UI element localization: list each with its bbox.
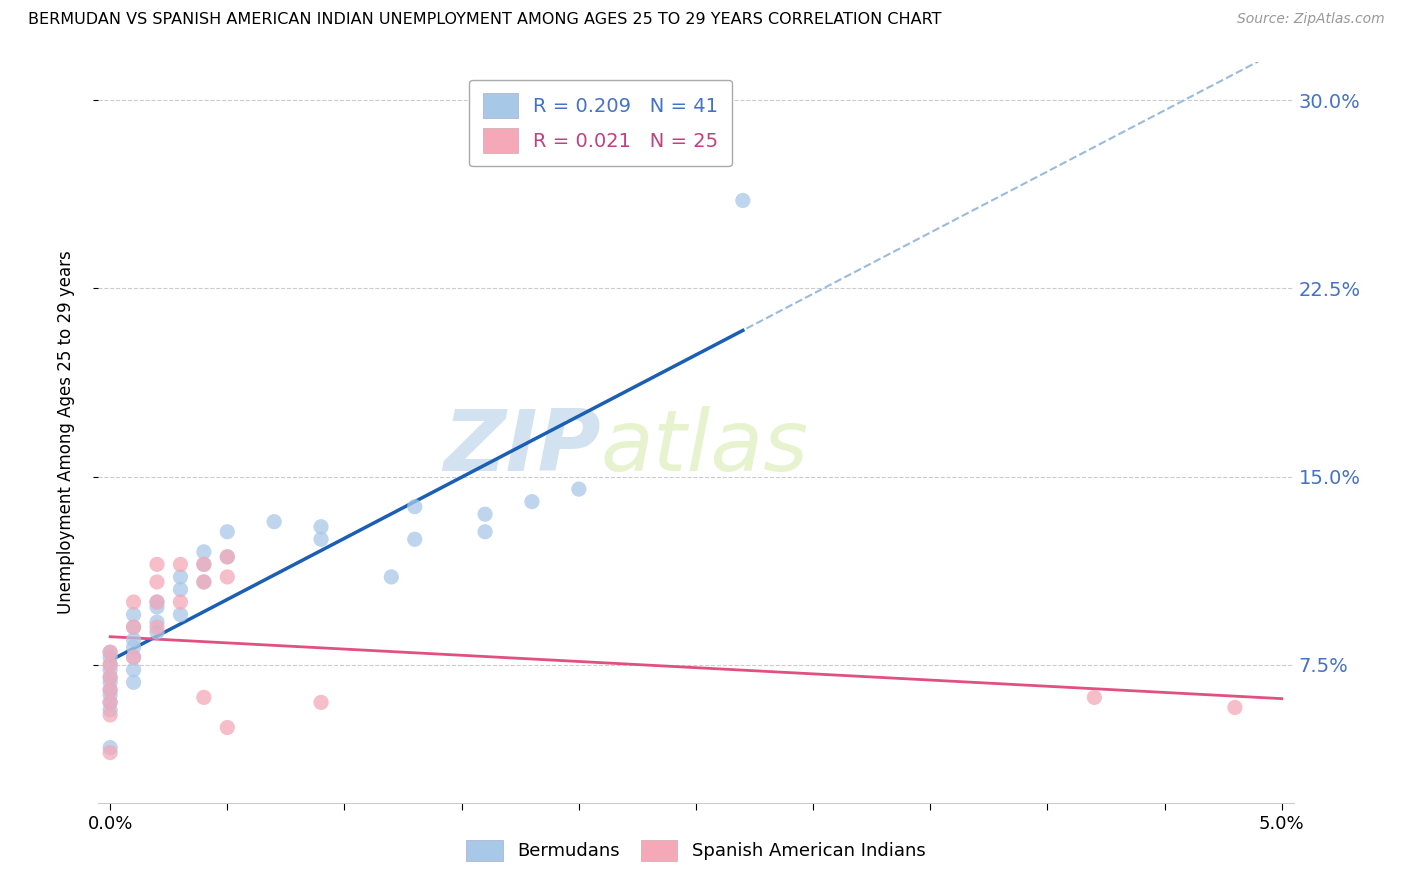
Point: [146, 600, 169, 615]
Point: [474, 507, 496, 521]
Point: [122, 632, 145, 647]
Point: [146, 595, 169, 609]
Text: ZIP: ZIP: [443, 406, 600, 489]
Point: [568, 482, 591, 496]
Point: [122, 595, 145, 609]
Point: [263, 515, 285, 529]
Point: [98, 695, 121, 709]
Point: [122, 640, 145, 655]
Point: [146, 595, 169, 609]
Point: [380, 570, 402, 584]
Point: [98, 740, 121, 755]
Point: [169, 570, 191, 584]
Point: [98, 645, 121, 659]
Point: [98, 682, 121, 697]
Point: [309, 533, 332, 547]
Point: [193, 558, 215, 572]
Point: [122, 663, 145, 677]
Point: [122, 620, 145, 634]
Point: [146, 558, 169, 572]
Text: atlas: atlas: [600, 406, 808, 489]
Point: [122, 607, 145, 622]
Point: [169, 582, 191, 597]
Y-axis label: Unemployment Among Ages 25 to 29 years: Unemployment Among Ages 25 to 29 years: [56, 251, 75, 615]
Point: [98, 703, 121, 717]
Point: [122, 650, 145, 665]
Point: [98, 708, 121, 723]
Point: [146, 620, 169, 634]
Point: [146, 574, 169, 589]
Point: [404, 533, 426, 547]
Point: [98, 657, 121, 672]
Point: [193, 690, 215, 705]
Point: [122, 620, 145, 634]
Point: [98, 657, 121, 672]
Point: [217, 721, 239, 735]
Point: [98, 682, 121, 697]
Point: [146, 615, 169, 629]
Point: [169, 558, 191, 572]
Point: [217, 549, 239, 564]
Point: [1223, 700, 1246, 714]
Point: [474, 524, 496, 539]
Point: [217, 549, 239, 564]
Point: [217, 570, 239, 584]
Point: [193, 558, 215, 572]
Point: [309, 695, 332, 709]
Point: [309, 520, 332, 534]
Point: [98, 645, 121, 659]
Point: [98, 688, 121, 702]
Point: [122, 650, 145, 665]
Point: [404, 500, 426, 514]
Point: [98, 670, 121, 684]
Point: [122, 675, 145, 690]
Point: [731, 194, 754, 208]
Text: BERMUDAN VS SPANISH AMERICAN INDIAN UNEMPLOYMENT AMONG AGES 25 TO 29 YEARS CORRE: BERMUDAN VS SPANISH AMERICAN INDIAN UNEM…: [28, 12, 942, 27]
Text: Source: ZipAtlas.com: Source: ZipAtlas.com: [1237, 12, 1385, 26]
Point: [169, 607, 191, 622]
Point: [1083, 690, 1105, 705]
Point: [193, 545, 215, 559]
Point: [169, 595, 191, 609]
Point: [193, 574, 215, 589]
Point: [217, 524, 239, 539]
Point: [98, 675, 121, 690]
Point: [98, 670, 121, 684]
Point: [98, 663, 121, 677]
Point: [520, 494, 543, 508]
Point: [98, 650, 121, 665]
Point: [146, 625, 169, 640]
Point: [98, 695, 121, 709]
Point: [98, 746, 121, 760]
Legend: Bermudans, Spanish American Indians: Bermudans, Spanish American Indians: [460, 832, 932, 868]
Point: [193, 574, 215, 589]
